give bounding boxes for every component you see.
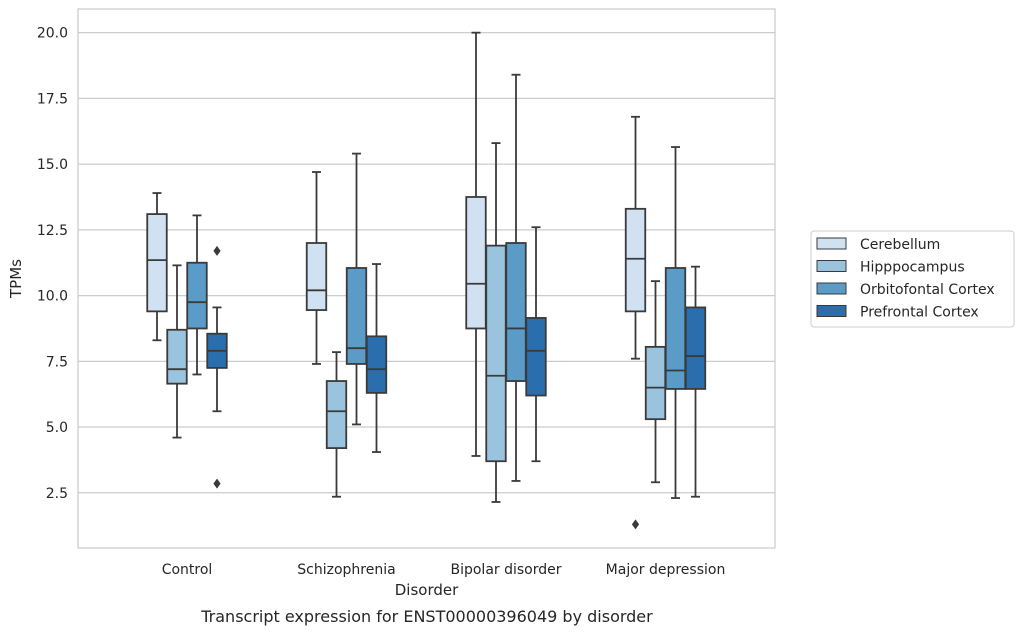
legend-swatch: [816, 282, 847, 295]
legend-item: Cerebellum: [816, 237, 940, 253]
y-tick-label: 2.5: [46, 486, 68, 502]
plot-frame: [77, 8, 776, 549]
box: [505, 242, 527, 382]
box: [186, 261, 208, 330]
box-group: [146, 192, 168, 342]
legend-item: Prefrontal Cortex: [816, 305, 979, 321]
box: [644, 345, 667, 421]
x-tick-label: Bipolar disorder: [450, 562, 561, 578]
y-tick-label: 17.5: [37, 91, 68, 107]
legend-label: Hipppocampus: [860, 260, 965, 276]
box: [684, 306, 707, 390]
outlier-point: [631, 519, 640, 530]
y-tick-label: 12.5: [37, 223, 68, 239]
x-tick-label: Control: [162, 562, 213, 578]
x-axis-label: Disorder: [395, 581, 459, 599]
legend-label: Orbitofontal Cortex: [860, 282, 995, 298]
legend: Cerebellum Hipppocampus Orbitofontal Corte…: [810, 230, 1015, 328]
box-group: [365, 263, 388, 453]
box: [345, 267, 368, 365]
outlier-point: [213, 478, 221, 489]
chart-caption: Transcript expression for ENST0000039604…: [200, 607, 653, 626]
y-tick-labels: 2.5 5.0 7.5 10.0 12.5 15.0 17.5 20.0: [37, 26, 68, 502]
box-group: [186, 214, 208, 376]
box-group: [505, 73, 527, 482]
box-group: [624, 115, 647, 530]
outlier-point: [213, 245, 221, 256]
box-group: [305, 171, 328, 365]
box-group: [345, 152, 368, 426]
y-tick-label: 10.0: [37, 289, 68, 305]
box: [624, 207, 647, 313]
box: [485, 244, 507, 463]
box: [325, 380, 348, 449]
y-tick-label: 20.0: [37, 26, 68, 42]
legend-item: Hipppocampus: [816, 260, 965, 276]
box: [525, 317, 547, 397]
box: [305, 242, 328, 311]
y-axis-label: TPMs: [7, 259, 25, 299]
box-group: [166, 264, 188, 439]
x-tick-label: Major depression: [606, 562, 726, 578]
legend-swatch: [816, 260, 847, 272]
box-group: [525, 226, 547, 463]
legend-frame: [810, 230, 1015, 328]
box-group: [465, 31, 487, 457]
x-tick-labels: Control Schizophrenia Bipolar disorder Majo…: [162, 562, 726, 578]
box: [465, 196, 487, 330]
box-group: [684, 265, 707, 498]
box: [146, 213, 168, 313]
legend-swatch: [816, 237, 847, 250]
box: [365, 335, 388, 394]
y-tick-label: 15.0: [37, 157, 68, 173]
box-group: [325, 351, 348, 498]
y-tick-label: 7.5: [46, 354, 68, 370]
boxes: [146, 31, 707, 530]
legend-item: Orbitofontal Cortex: [816, 282, 995, 298]
x-tick-label: Schizophrenia: [297, 562, 395, 578]
legend-label: Cerebellum: [860, 237, 940, 253]
box-group: [206, 245, 228, 489]
legend-label: Prefrontal Cortex: [860, 305, 979, 321]
legend-swatch: [816, 305, 847, 317]
box: [166, 328, 188, 385]
y-tick-label: 5.0: [46, 420, 68, 436]
